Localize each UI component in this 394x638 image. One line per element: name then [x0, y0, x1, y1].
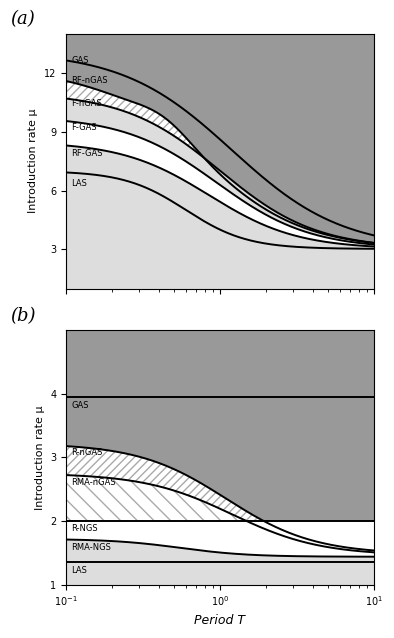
Text: GAS: GAS [71, 56, 89, 65]
Y-axis label: Introduction rate μ: Introduction rate μ [28, 109, 39, 213]
Text: RF-nGAS: RF-nGAS [71, 76, 108, 85]
Text: R-nGAS: R-nGAS [71, 448, 102, 457]
Text: R-NGS: R-NGS [71, 524, 98, 533]
Text: RMA-NGS: RMA-NGS [71, 544, 111, 553]
Text: RMA-nGAS: RMA-nGAS [71, 478, 116, 487]
X-axis label: Period T: Period T [195, 614, 245, 627]
Text: GAS: GAS [71, 401, 89, 410]
Text: F-GAS: F-GAS [71, 123, 97, 132]
Y-axis label: Introduction rate μ: Introduction rate μ [35, 405, 45, 510]
Text: (b): (b) [11, 307, 36, 325]
Text: (a): (a) [11, 10, 35, 29]
Text: LAS: LAS [71, 567, 87, 575]
Text: LAS: LAS [71, 179, 87, 188]
Text: RF-GAS: RF-GAS [71, 149, 103, 158]
Text: F-nGAS: F-nGAS [71, 100, 102, 108]
